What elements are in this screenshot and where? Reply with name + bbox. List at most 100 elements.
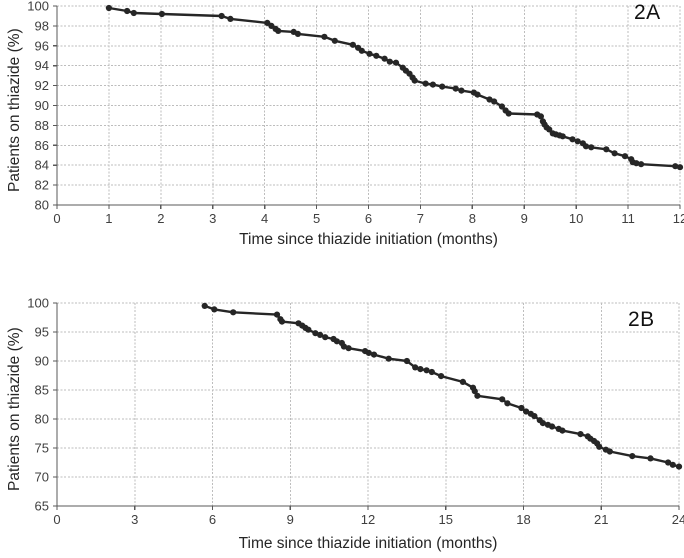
data-point <box>498 103 505 110</box>
y-tick-label: 88 <box>35 118 49 133</box>
chart-2a: 0 1 2 3 4 5 6 7 8 9 10 11 12 80 82 84 86 88 90 92 94 96 98 100 … <box>0 0 684 258</box>
x-tick-label: 12 <box>361 512 375 527</box>
data-point <box>675 463 683 470</box>
data-point <box>474 392 481 399</box>
data-point <box>569 136 576 143</box>
y-tick-label: 94 <box>35 58 49 73</box>
data-point <box>305 326 312 333</box>
y-tick-label: 85 <box>35 383 49 398</box>
data-point <box>321 33 328 40</box>
plot-area-2b: 0 3 6 9 12 15 18 21 24 65 70 75 80 85 90 95 100 <box>27 296 684 528</box>
data-point <box>381 55 388 62</box>
data-point <box>665 459 672 466</box>
data-point <box>505 110 512 117</box>
data-point-markers <box>201 302 683 470</box>
data-point <box>633 160 640 167</box>
axes <box>53 5 681 209</box>
survival-curve <box>203 304 681 468</box>
data-point <box>358 47 365 54</box>
data-point <box>588 144 595 151</box>
data-point <box>676 164 684 171</box>
data-point <box>621 153 629 160</box>
data-point <box>273 311 281 318</box>
data-point <box>504 400 511 407</box>
data-point <box>438 373 445 380</box>
y-tick-label: 95 <box>35 325 49 340</box>
data-point <box>294 30 301 37</box>
data-point-markers <box>105 4 684 171</box>
x-tick-label: 18 <box>516 512 530 527</box>
x-tick-label: 4 <box>261 211 268 226</box>
x-tick-label: 12 <box>673 211 684 226</box>
x-tick-label: 8 <box>469 211 476 226</box>
y-tick-label: 90 <box>35 98 49 113</box>
data-point <box>531 413 538 420</box>
gridlines <box>57 302 680 506</box>
data-point <box>452 85 459 92</box>
survival-curve <box>107 6 682 169</box>
y-tick-label: 92 <box>35 78 49 93</box>
data-point <box>422 80 429 87</box>
x-tick-label: 9 <box>521 211 528 226</box>
data-point <box>459 378 466 385</box>
y-tick-label: 70 <box>35 470 49 485</box>
y-axis-title-2a: Patients on thiazide (%) <box>6 28 23 192</box>
data-point <box>548 423 556 430</box>
x-tick-label: 15 <box>439 512 453 527</box>
data-point <box>518 404 525 412</box>
data-point <box>672 163 679 170</box>
data-point <box>577 431 584 438</box>
data-point <box>275 27 282 34</box>
x-tick-label: 3 <box>131 512 138 527</box>
data-point <box>423 367 430 374</box>
data-point <box>499 396 506 403</box>
axes <box>53 302 680 510</box>
data-point <box>322 334 329 341</box>
data-point <box>211 306 218 313</box>
data-point <box>523 408 530 415</box>
data-point <box>345 345 352 352</box>
panel-label-2b: 2B <box>628 308 655 331</box>
data-point <box>340 343 347 350</box>
data-point <box>629 453 636 460</box>
data-point <box>428 368 435 376</box>
data-point <box>201 302 208 309</box>
data-point <box>429 81 436 88</box>
x-tick-label: 6 <box>365 211 372 226</box>
y-tick-label: 90 <box>35 354 49 369</box>
x-tick-label: 10 <box>569 211 583 226</box>
data-point <box>537 113 545 120</box>
data-point <box>386 58 393 65</box>
data-point <box>539 420 547 427</box>
data-point <box>312 330 319 337</box>
y-tick-label: 98 <box>35 18 49 33</box>
y-tick-label: 80 <box>35 412 49 427</box>
x-tick-label: 24 <box>672 512 684 527</box>
data-point <box>370 351 378 358</box>
data-point <box>596 443 603 450</box>
y-tick-label: 65 <box>35 499 49 514</box>
data-point <box>471 388 478 395</box>
data-point <box>669 461 676 468</box>
data-point <box>365 349 372 356</box>
x-tick-label: 1 <box>105 211 112 226</box>
data-point <box>417 366 424 373</box>
y-axis-title-2b: Patients on thiazide (%) <box>6 327 23 491</box>
data-point <box>105 4 112 12</box>
data-point <box>474 91 481 98</box>
data-point <box>546 126 553 133</box>
x-tick-label: 0 <box>53 211 60 226</box>
data-point <box>574 138 581 145</box>
data-point <box>559 133 566 140</box>
data-point <box>218 12 225 20</box>
x-tick-label: 11 <box>621 211 635 226</box>
data-point <box>317 331 324 338</box>
x-tick-label: 9 <box>287 512 294 527</box>
x-tick-label: 5 <box>313 211 320 226</box>
data-point <box>606 448 613 455</box>
data-point <box>349 41 356 48</box>
data-point <box>412 364 419 371</box>
data-point <box>582 143 590 150</box>
